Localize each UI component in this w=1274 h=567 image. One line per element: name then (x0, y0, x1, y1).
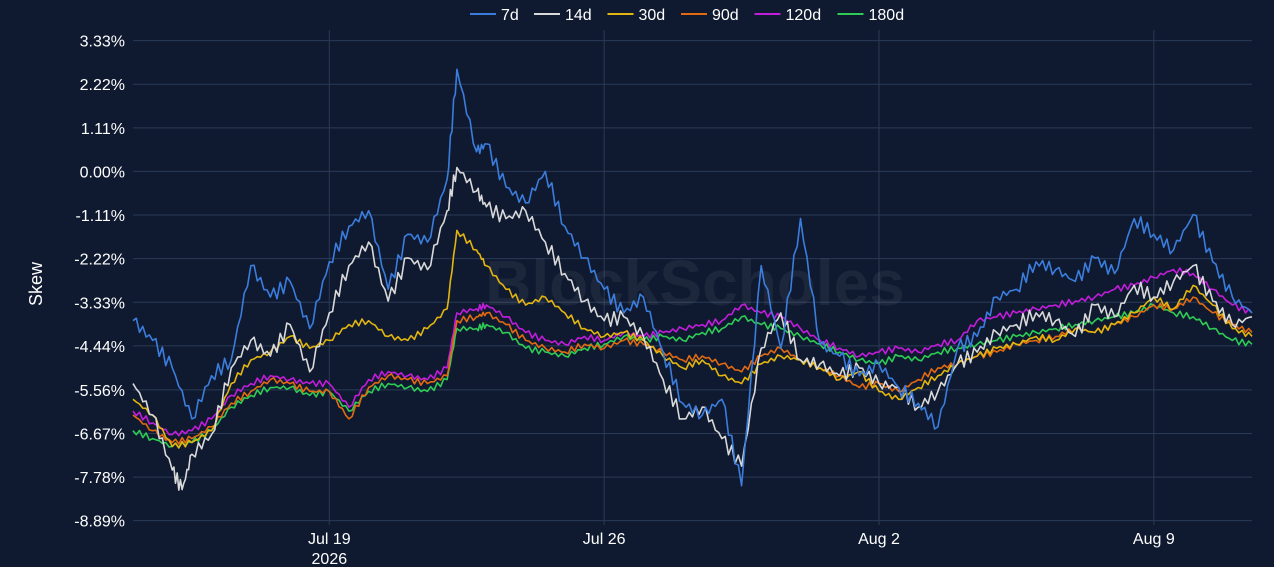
series-line-30d (132, 229, 1253, 449)
series-line-7d (132, 68, 1253, 487)
legend-label-90d[interactable]: 90d (712, 7, 739, 24)
y-tick-label: -4.44% (74, 339, 125, 356)
legend-label-14d[interactable]: 14d (565, 7, 592, 24)
x-axis-ticks: Jul 19 2026 Jul 26 Aug 2 Aug 9 (308, 531, 1175, 567)
x-tick-label: Aug 2 (858, 531, 900, 548)
legend-label-7d[interactable]: 7d (501, 7, 519, 24)
y-tick-label: 3.33% (80, 34, 125, 51)
legend-label-30d[interactable]: 30d (639, 7, 666, 24)
y-tick-label: -5.56% (74, 383, 125, 400)
y-tick-label: -8.89% (74, 514, 125, 531)
x-tick-label: Jul 26 (583, 531, 626, 548)
series-line-180d (132, 302, 1253, 449)
y-axis-ticks: 3.33% 2.22% 1.11% 0.00% -1.11% -2.22% -3.33% -4… (74, 34, 125, 531)
y-tick-label: -6.67% (74, 426, 125, 443)
series-line-90d (132, 296, 1253, 445)
legend-label-180d[interactable]: 180d (869, 7, 905, 24)
series-layer (132, 68, 1253, 491)
y-tick-label: 2.22% (80, 77, 125, 94)
y-tick-label: 1.11% (81, 121, 125, 138)
watermark: BlockScholes (485, 247, 905, 319)
y-tick-label: 0.00% (80, 164, 125, 181)
y-axis-title: Skew (26, 261, 46, 306)
y-tick-label: -1.11% (75, 208, 125, 225)
y-tick-label: -7.78% (74, 470, 125, 487)
y-tick-label: -2.22% (74, 252, 125, 269)
series-line-120d (132, 267, 1253, 437)
x-tick-label: Aug 9 (1133, 531, 1175, 548)
x-tick-label: Jul 19 (308, 531, 351, 548)
series-line-14d (132, 166, 1253, 491)
y-tick-label: -3.33% (74, 295, 125, 312)
x-tick-sublabel: 2026 (312, 551, 348, 567)
legend: 7d 14d 30d 90d 120d 180d (470, 7, 904, 24)
legend-label-120d[interactable]: 120d (786, 7, 822, 24)
